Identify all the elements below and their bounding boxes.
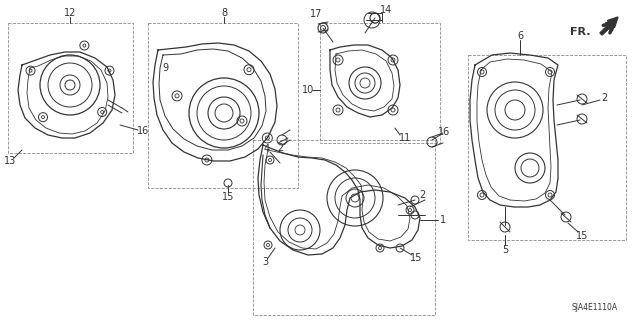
Text: SJA4E1110A: SJA4E1110A [572,303,618,313]
Text: 5: 5 [502,245,508,255]
Text: 14: 14 [380,5,392,15]
Bar [468,55,626,240]
Text: 2: 2 [277,143,283,153]
Text: 8: 8 [221,8,227,18]
Text: 10: 10 [302,85,314,95]
Text: 6: 6 [517,31,523,41]
Text: 12: 12 [64,8,76,18]
Text: 15: 15 [410,253,422,263]
Text: 2: 2 [601,93,607,103]
Text: 9: 9 [162,63,168,73]
Text: 13: 13 [4,156,16,166]
Text: 4: 4 [264,144,270,154]
Text: 11: 11 [399,133,411,143]
FancyArrow shape [600,17,618,35]
Text: 2: 2 [419,190,425,200]
Bar [8,23,133,153]
Text: 15: 15 [576,231,588,241]
Bar [148,23,298,188]
Text: 16: 16 [137,126,149,136]
Text: FR.: FR. [570,27,590,37]
Bar [253,140,435,315]
Text: 17: 17 [310,9,322,19]
Text: 16: 16 [438,127,450,137]
Text: 15: 15 [222,192,234,202]
Bar [320,23,440,143]
Text: 1: 1 [440,215,446,225]
Text: 3: 3 [262,257,268,267]
